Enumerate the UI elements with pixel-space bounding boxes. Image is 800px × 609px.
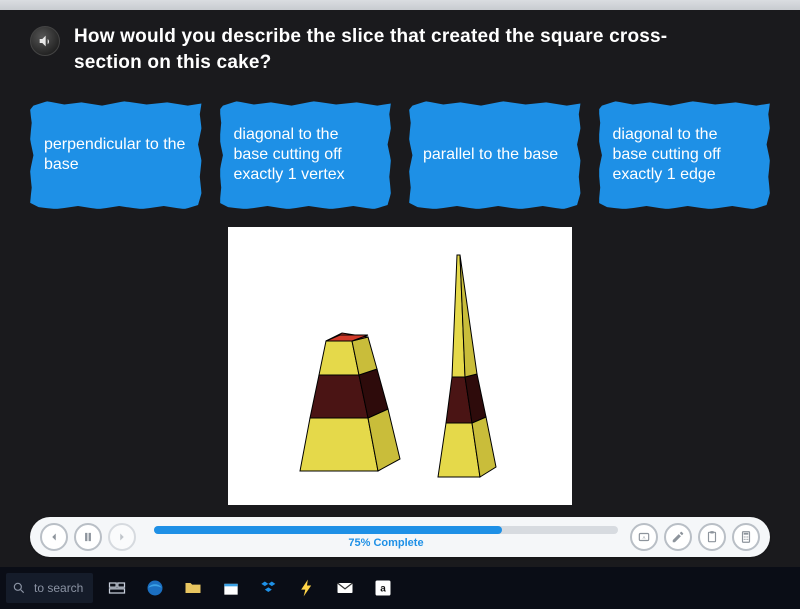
- lesson-page: How would you describe the slice that cr…: [0, 10, 800, 567]
- task-view-icon: [107, 578, 127, 598]
- answer-choices: perpendicular to the base diagonal to th…: [30, 101, 770, 209]
- windows-taskbar: to search a: [0, 567, 800, 609]
- progress-fill: [154, 526, 502, 534]
- choice-c[interactable]: parallel to the base: [409, 101, 581, 209]
- play-audio-button[interactable]: [30, 26, 60, 56]
- notes-button[interactable]: [698, 523, 726, 551]
- choice-b[interactable]: diagonal to the base cutting off exactly…: [220, 101, 392, 209]
- taskbar-search[interactable]: to search: [6, 573, 93, 603]
- player-back-button[interactable]: [40, 523, 68, 551]
- arrow-right-icon: [115, 530, 129, 544]
- figure-panel: [228, 227, 572, 505]
- player-right-icons: A: [630, 523, 760, 551]
- clipboard-icon: [705, 530, 719, 544]
- store-button[interactable]: [217, 574, 245, 602]
- edge-icon: [145, 578, 165, 598]
- pencil-icon: [671, 530, 685, 544]
- cake-figure: [228, 227, 572, 505]
- calculator-icon: [739, 530, 753, 544]
- choice-label: diagonal to the base cutting off exactly…: [234, 125, 378, 185]
- edge-browser-button[interactable]: [141, 574, 169, 602]
- task-view-button[interactable]: [103, 574, 131, 602]
- lesson-player-bar: 75% Complete A: [30, 517, 770, 557]
- taskbar-icons: a: [103, 574, 397, 602]
- browser-chrome-strip: [0, 0, 800, 10]
- mail-button[interactable]: [331, 574, 359, 602]
- svg-text:A: A: [643, 535, 646, 540]
- question-row: How would you describe the slice that cr…: [30, 24, 770, 75]
- choice-a[interactable]: perpendicular to the base: [30, 101, 202, 209]
- progress-track[interactable]: [154, 526, 618, 534]
- amazon-icon: a: [373, 578, 393, 598]
- calculator-button[interactable]: [732, 523, 760, 551]
- choice-label: parallel to the base: [423, 145, 558, 165]
- pause-icon: [81, 530, 95, 544]
- store-icon: [221, 578, 241, 598]
- svg-text:a: a: [381, 583, 387, 594]
- search-icon: [12, 581, 26, 595]
- choice-label: diagonal to the base cutting off exactly…: [613, 125, 757, 185]
- arrow-left-icon: [47, 530, 61, 544]
- choice-d[interactable]: diagonal to the base cutting off exactly…: [599, 101, 771, 209]
- progress-wrap: 75% Complete: [154, 526, 618, 549]
- dropbox-button[interactable]: [255, 574, 283, 602]
- player-pause-button[interactable]: [74, 523, 102, 551]
- lightning-icon: [297, 578, 317, 598]
- folder-icon: [183, 578, 203, 598]
- choice-label: perpendicular to the base: [44, 135, 188, 175]
- progress-label: 75% Complete: [154, 537, 618, 549]
- lightning-button[interactable]: [293, 574, 321, 602]
- captions-icon: A: [637, 530, 651, 544]
- edit-button[interactable]: [664, 523, 692, 551]
- search-placeholder: to search: [34, 581, 83, 595]
- mail-icon: [335, 578, 355, 598]
- player-forward-button[interactable]: [108, 523, 136, 551]
- question-text: How would you describe the slice that cr…: [74, 24, 714, 75]
- file-explorer-button[interactable]: [179, 574, 207, 602]
- amazon-button[interactable]: a: [369, 574, 397, 602]
- speaker-icon: [37, 33, 53, 49]
- captions-button[interactable]: A: [630, 523, 658, 551]
- dropbox-icon: [259, 578, 279, 598]
